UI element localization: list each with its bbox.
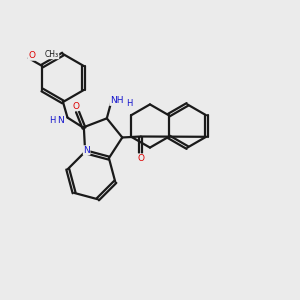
Text: O: O — [28, 51, 35, 60]
Text: H: H — [49, 116, 56, 125]
Text: O: O — [137, 154, 144, 163]
Text: O: O — [72, 102, 80, 111]
Text: CH₃: CH₃ — [45, 50, 59, 59]
Text: N: N — [83, 146, 90, 155]
Text: H: H — [127, 99, 133, 108]
Text: N: N — [58, 116, 64, 125]
Text: NH: NH — [110, 96, 123, 105]
